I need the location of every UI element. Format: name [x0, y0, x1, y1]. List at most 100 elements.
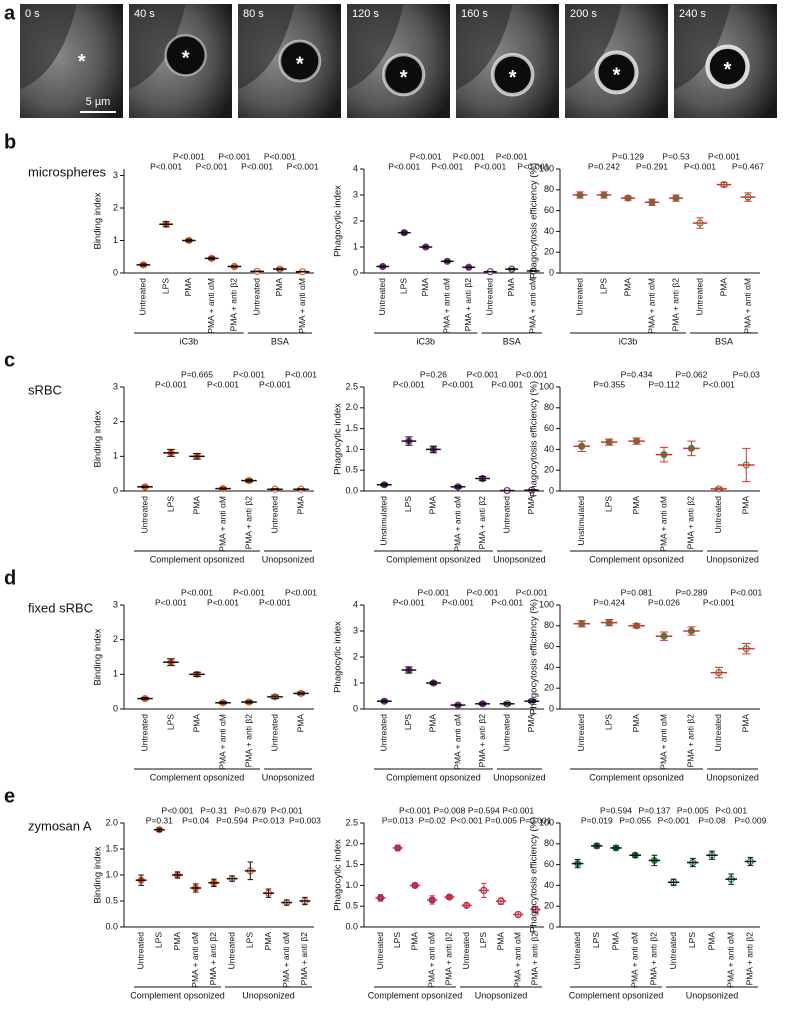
- category-label: Untreated: [375, 932, 385, 970]
- panel-label: e: [4, 785, 15, 807]
- y-tick-label: 0.0: [345, 485, 358, 495]
- category-label: LPS: [165, 714, 175, 730]
- p-value: P<0.001: [150, 161, 182, 171]
- category-label: Unstimulated: [379, 496, 389, 546]
- p-value: P=0.594: [468, 805, 500, 815]
- category-label: PMA + anti αM: [452, 714, 462, 770]
- y-tick-label: 1.0: [345, 880, 358, 890]
- category-label: PMA + anti β2: [463, 278, 473, 332]
- category-label: PMA + anti αM: [442, 278, 452, 334]
- p-value: P=0.26: [420, 369, 447, 379]
- category-label: PMA: [631, 714, 641, 733]
- category-label: PMA + anti β2: [243, 714, 253, 768]
- p-value: P<0.001: [181, 587, 213, 597]
- group-label: Unopsonized: [242, 990, 295, 1000]
- y-tick-label: 2: [353, 651, 358, 661]
- p-value: P=0.291: [636, 161, 668, 171]
- y-tick-label: 3: [353, 189, 358, 199]
- p-value: P<0.001: [393, 379, 425, 389]
- category-label: PMA + anti αM: [742, 278, 752, 334]
- group-label: BSA: [271, 336, 289, 346]
- category-label: PMA: [741, 714, 751, 733]
- category-label: PMA: [622, 278, 632, 297]
- p-value: P<0.001: [399, 805, 431, 815]
- y-tick-label: 20: [544, 683, 554, 693]
- y-tick-label: 60: [544, 423, 554, 433]
- category-label: Untreated: [138, 278, 148, 316]
- category-label: PMA: [428, 714, 438, 733]
- category-label: PMA: [274, 278, 284, 297]
- frame-time: 160 s: [461, 8, 488, 20]
- y-tick-label: 2: [113, 634, 118, 644]
- p-value: P<0.001: [233, 587, 265, 597]
- y-axis-label: Phagocytic index: [333, 839, 344, 911]
- panel-label: d: [4, 567, 16, 589]
- cell-edge: [129, 4, 186, 90]
- group-label: Unopsonized: [706, 772, 759, 782]
- p-value: P<0.001: [715, 805, 747, 815]
- y-tick-label: 0.5: [345, 465, 358, 475]
- y-axis-label: Phagocytic index: [333, 185, 344, 257]
- y-tick-label: 0: [549, 703, 554, 713]
- p-value: P<0.001: [703, 597, 735, 607]
- category-label: PMA + anti β2: [243, 496, 253, 550]
- category-label: PMA + anti β2: [477, 714, 487, 768]
- y-tick-label: 0: [113, 485, 118, 495]
- y-axis-label: Binding index: [93, 846, 104, 903]
- p-value: P<0.001: [196, 161, 228, 171]
- category-label: Untreated: [269, 714, 279, 752]
- p-value: P<0.001: [241, 161, 273, 171]
- category-label: PMA: [526, 714, 536, 733]
- group-label: iC3b: [619, 336, 638, 346]
- p-value: P<0.001: [491, 597, 523, 607]
- p-value: P<0.001: [393, 597, 425, 607]
- y-tick-label: 60: [544, 205, 554, 215]
- group-label: Complement opsonized: [589, 554, 684, 564]
- y-axis-label: Binding index: [93, 628, 104, 685]
- p-value: P=0.289: [675, 587, 707, 597]
- p-value: P=0.03: [733, 369, 760, 379]
- p-value: P=0.055: [619, 815, 651, 825]
- category-label: PMA: [191, 496, 201, 515]
- category-label: Untreated: [574, 278, 584, 316]
- category-label: PMA + anti β2: [649, 932, 659, 986]
- bead-marker: *: [724, 59, 732, 81]
- category-label: PMA + anti αM: [452, 496, 462, 552]
- category-label: Untreated: [668, 932, 678, 970]
- group-label: Unopsonized: [475, 990, 528, 1000]
- y-tick-label: 80: [544, 184, 554, 194]
- frame-time: 0 s: [25, 8, 40, 20]
- bead: [490, 52, 535, 97]
- p-value: P=0.003: [289, 815, 321, 825]
- panel-a: a 0 s * 5 µm 40 s * 80 s * 120 s * 160 s * 200 s * 24…: [4, 2, 777, 118]
- p-value: P<0.001: [173, 151, 205, 161]
- y-axis-label: Binding index: [93, 410, 104, 467]
- p-value: P=0.008: [433, 805, 465, 815]
- cell-edge: [347, 4, 404, 90]
- panel-title: microspheres: [28, 164, 107, 179]
- category-label: PMA + anti β2: [745, 932, 755, 986]
- y-tick-label: 4: [353, 163, 358, 173]
- group-label: Complement opsonized: [386, 554, 481, 564]
- category-label: LPS: [165, 496, 175, 512]
- p-value: P<0.001: [467, 369, 499, 379]
- p-value: P=0.467: [732, 161, 764, 171]
- p-value: P=0.434: [621, 369, 653, 379]
- p-value: P=0.53: [662, 151, 689, 161]
- category-label: PMA + anti αM: [217, 496, 227, 552]
- category-label: PMA: [741, 496, 751, 515]
- p-value: P<0.001: [155, 379, 187, 389]
- group-label: Complement opsonized: [150, 772, 245, 782]
- p-value: P<0.001: [730, 587, 762, 597]
- category-label: Untreated: [251, 278, 261, 316]
- p-value: P<0.001: [491, 379, 523, 389]
- category-label: LPS: [160, 278, 170, 294]
- cell-edge: [565, 4, 622, 90]
- p-value: P=0.02: [419, 815, 446, 825]
- category-label: PMA + anti αM: [528, 278, 538, 334]
- group-label: iC3b: [180, 336, 199, 346]
- p-value: P=0.001: [519, 815, 551, 825]
- p-value: P=0.355: [593, 379, 625, 389]
- frame-time: 240 s: [679, 8, 706, 20]
- group-label: BSA: [503, 336, 521, 346]
